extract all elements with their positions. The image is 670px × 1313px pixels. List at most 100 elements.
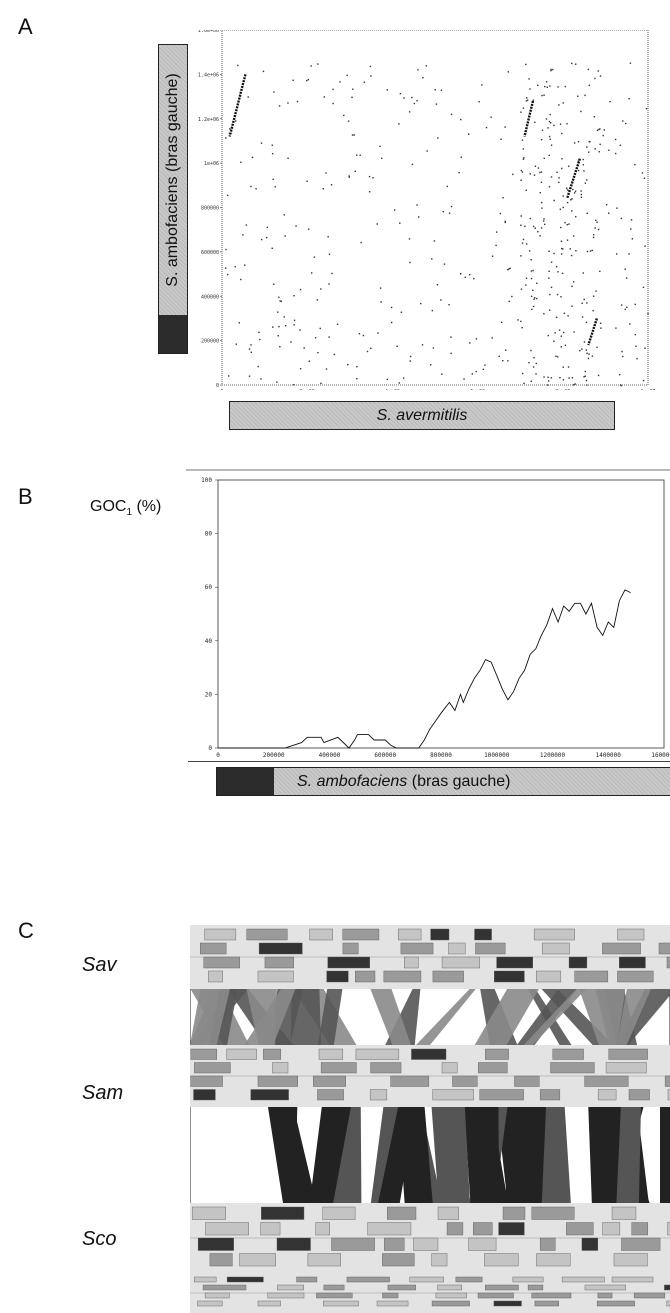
panel-a-dot [530,295,533,298]
panel-c-gene-box [628,1089,650,1101]
panel-c-gene-box [485,1048,509,1060]
panel-a-dot [602,134,604,137]
panel-a-dot [586,179,588,181]
panel-a-dot [509,267,511,270]
panel-a-dot [262,70,265,73]
panel-a-dot [504,220,506,223]
panel-letter-c: C [18,918,34,943]
panel-b-x-bar: S. ambofaciens (bras gauche) [216,767,670,796]
panel-a-dot [591,249,593,252]
panel-a-dot [549,85,551,87]
panel-a-synteny-segment [587,318,599,346]
panel-a-dot [399,222,401,224]
panel-a-dot [484,364,486,366]
panel-c-gene-box [611,1276,654,1283]
panel-a-dot [409,261,411,264]
panel-a-dot [592,309,594,312]
panel-c-gene-box [468,1237,497,1251]
panel-a-dot [532,289,534,292]
panel-a-dot [363,81,366,83]
panel-c-gene-box [597,1089,617,1101]
panel-a-dot [603,129,606,131]
panel-c-gene-box [264,956,294,969]
panel-a-dot [615,152,617,155]
panel-a-dot [272,326,274,328]
panel-c-gene-box [400,942,434,955]
panel-a-dot [356,377,358,380]
panel-c-gene-box [203,956,240,969]
panel-c-synteny-link [267,1107,298,1203]
panel-a-dot [279,300,281,302]
panel-c-gene-box [382,1253,415,1267]
panel-a-dot [558,104,560,106]
panel-a-dot [583,341,586,343]
panel-a-dot [399,92,402,95]
panel-c-gene-box [277,1284,304,1291]
panel-a-dot [570,199,572,201]
panel-a-y-bar: S. ambofaciens (bras gauche) [158,44,188,354]
panel-c-gene-box [539,1237,556,1251]
panel-a-dot [458,171,460,174]
panel-a-dot [631,238,634,240]
panel-a-dot [582,272,585,274]
panel-c-synteny-link [474,989,539,1045]
panel-c-gene-box [617,928,645,941]
panel-c-gene-box [431,1253,448,1267]
panel-c-gene-box [435,1292,467,1299]
panel-a-dot [569,248,571,250]
panel-b-x-tick-label: 1000000 [484,752,510,759]
panel-c-gene-box [404,956,419,969]
panel-a-dot [314,337,317,339]
panel-a-dot [588,151,590,153]
panel-a-dot [226,194,229,197]
panel-a-dot [273,283,275,285]
panel-a-dot [316,299,319,301]
panel-a-dot [571,198,573,200]
panel-a-dot [440,89,443,91]
panel-a-dot [579,349,581,352]
panel-c-gene-box [633,1292,666,1299]
panel-a-dot [541,94,543,97]
panel-a-dot [634,333,637,336]
panel-a-dot [250,185,252,188]
panel-a-dot [575,250,577,252]
panel-a-dot [596,346,598,349]
panel-a-dot [636,357,638,360]
panel-a-x-bar: S. avermitilis [229,401,615,430]
panel-a-synteny-segment [523,100,535,137]
panel-a-dot [573,142,576,144]
panel-a-dot [571,376,574,379]
panel-b-ylabel: GOC1 (%) [90,498,161,518]
panel-a-dot [615,253,618,255]
panel-a-dot [278,105,281,107]
panel-a-dot [522,158,525,160]
panel-c-gene-box [536,970,562,983]
panel-a-dot [553,252,555,255]
panel-a-dot [227,375,230,377]
panel-a-dot [446,185,448,188]
panel-a-dot [248,348,251,350]
panel-a-dot [328,336,330,338]
panel-a-dot [548,154,550,157]
panel-a-dot [296,100,299,103]
panel-c-gene-box [596,1300,635,1307]
panel-c-gene-box [250,1089,289,1101]
panel-c-gene-box [342,928,380,941]
panel-a-dot [598,151,600,153]
panel-b-x-tick-label: 1400000 [596,752,622,759]
panel-b-ylabel-sub: 1 [126,507,133,519]
panel-b-y-tick-label: 0 [208,745,212,752]
panel-a-dot [440,299,442,301]
panel-c-gene-box [309,928,333,941]
panel-a-dot [372,177,374,179]
panel-a-dot [608,149,610,151]
panel-a-dot [333,353,336,356]
panel-a-dot [299,288,302,291]
panel-c-gene-box [664,1075,670,1087]
panel-a-dot [586,302,588,304]
panel-a-dot [539,235,541,237]
panel-a-dot [531,308,533,311]
panel-c-gene-box [317,1089,344,1101]
panel-a-dot [560,346,562,348]
panel-a-x-tick-label: 0 [220,389,223,390]
